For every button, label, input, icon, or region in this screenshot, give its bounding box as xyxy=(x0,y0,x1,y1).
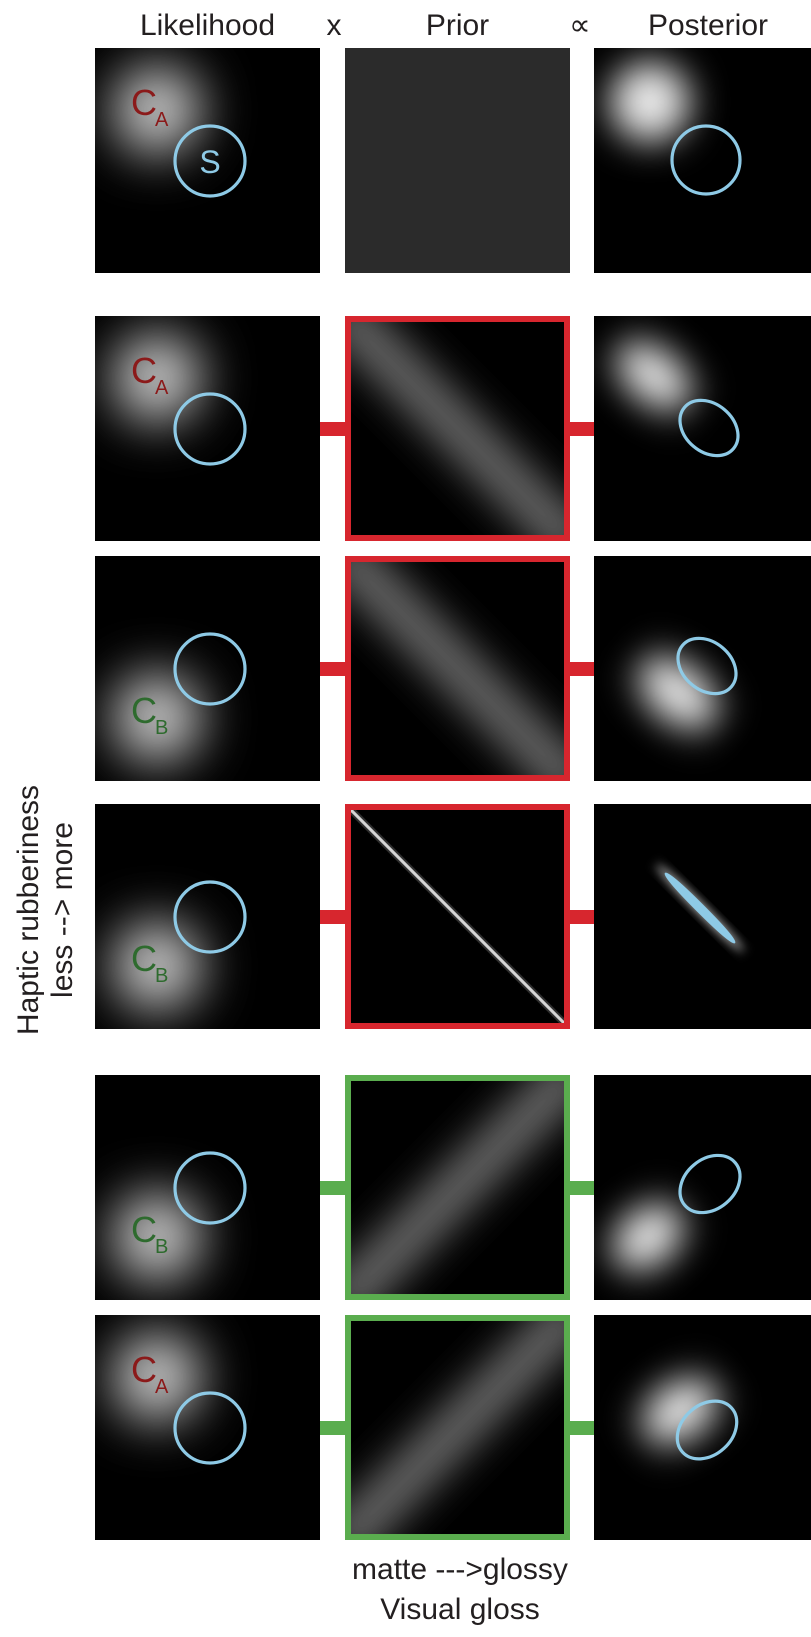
cue-likelihood-blob xyxy=(113,66,201,154)
stimulus-circle xyxy=(173,1391,247,1465)
stimulus-circle xyxy=(173,632,247,706)
multiply-symbol: x xyxy=(326,9,342,42)
flat-prior xyxy=(345,48,570,273)
prior-frame xyxy=(345,556,570,781)
cue-likelihood-blob xyxy=(113,334,201,422)
prior-frame xyxy=(345,1315,570,1540)
right-connector xyxy=(570,1180,595,1195)
prior-ridge xyxy=(351,562,564,775)
cue-subscript: A xyxy=(155,109,169,131)
left-connector xyxy=(320,661,345,676)
prior-ridge xyxy=(351,1081,564,1294)
y-axis-title: Haptic rubberiness xyxy=(12,784,45,1036)
posterior-header: Posterior xyxy=(647,9,769,42)
cue-subscript: A xyxy=(155,377,169,399)
left-connector xyxy=(320,1180,345,1195)
cue-likelihood-blob xyxy=(113,1333,201,1421)
stimulus-circle xyxy=(173,880,247,954)
cue-label: C xyxy=(131,350,157,391)
posterior-blob xyxy=(616,341,692,411)
prior-panel xyxy=(345,804,570,1029)
y-axis-label: Haptic rubberiness less --> more xyxy=(12,760,92,1060)
prior-frame xyxy=(345,804,570,1029)
left-connector xyxy=(320,909,345,924)
x-axis-scale: matte --->glossy xyxy=(352,1553,568,1586)
prior-frame xyxy=(345,316,570,541)
left-connector xyxy=(320,1420,345,1435)
posterior-blob xyxy=(610,62,690,142)
x-axis-title: Visual gloss xyxy=(380,1593,540,1626)
cue-likelihood-blob xyxy=(113,922,201,1010)
cue-label: C xyxy=(131,1209,157,1250)
posterior-panel xyxy=(594,804,811,1029)
cue-label: C xyxy=(131,1349,157,1390)
stimulus-circle xyxy=(173,124,247,198)
proportional-symbol: ∝ xyxy=(569,9,591,42)
posterior-panel xyxy=(594,48,811,273)
stimulus-ellipse xyxy=(670,124,742,196)
y-axis-scale: less --> more xyxy=(46,822,79,998)
prior-ridge xyxy=(351,1321,564,1534)
prior-panel xyxy=(345,316,570,541)
stimulus-circle xyxy=(173,392,247,466)
prior-panel xyxy=(345,556,570,781)
right-connector xyxy=(570,661,595,676)
posterior-panel xyxy=(594,1075,811,1300)
cue-subscript: A xyxy=(155,1376,169,1398)
cue-label: C xyxy=(131,690,157,731)
posterior-panel xyxy=(594,316,811,541)
stimulus-ellipse xyxy=(678,1153,742,1215)
prior-frame xyxy=(345,1075,570,1300)
stimulus-ellipse xyxy=(678,398,740,458)
posterior-panel xyxy=(594,556,811,781)
cue-subscript: B xyxy=(155,965,168,987)
stimulus-label: S xyxy=(199,144,220,180)
stimulus-ellipse xyxy=(664,872,736,944)
left-connector xyxy=(320,421,345,436)
prior-panel xyxy=(345,1315,570,1540)
prior-ridge xyxy=(351,810,564,1023)
prior-panel xyxy=(345,48,570,273)
cue-label: C xyxy=(131,82,157,123)
cue-likelihood-blob xyxy=(113,674,201,762)
likelihood-header: Likelihood xyxy=(139,9,276,42)
prior-header: Prior xyxy=(425,9,490,42)
posterior-blob xyxy=(638,656,718,730)
prior-ridge xyxy=(351,322,564,535)
cue-label: C xyxy=(131,938,157,979)
prior-panel xyxy=(345,1075,570,1300)
cue-likelihood-blob xyxy=(113,1193,201,1281)
posterior-blob xyxy=(612,1203,684,1271)
posterior-panel xyxy=(594,1315,811,1540)
stimulus-ellipse xyxy=(675,1399,739,1461)
stimulus-ellipse xyxy=(676,636,738,696)
posterior-blob xyxy=(642,1377,718,1445)
cue-subscript: B xyxy=(155,717,168,739)
right-connector xyxy=(570,909,595,924)
right-connector xyxy=(570,1420,595,1435)
cue-subscript: B xyxy=(155,1236,168,1258)
right-connector xyxy=(570,421,595,436)
stimulus-circle xyxy=(173,1151,247,1225)
